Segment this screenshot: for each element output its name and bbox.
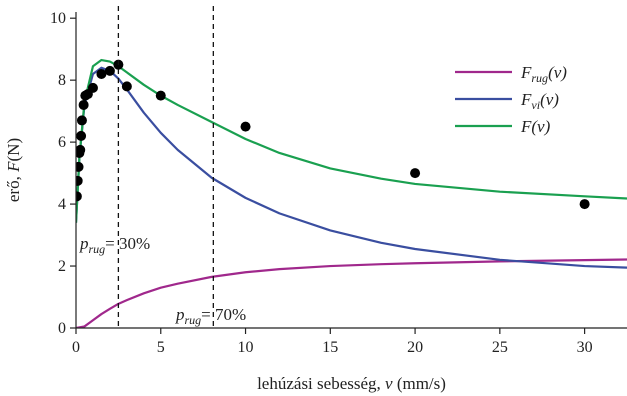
y-tick-label: 8 <box>58 72 66 89</box>
legend-label-main: F <box>520 117 532 136</box>
y-axis-label-unit: (N) <box>4 138 23 162</box>
threshold-label-sub: rug <box>89 242 106 256</box>
data-point <box>78 99 89 110</box>
threshold-label-rest: = 30% <box>105 234 150 253</box>
data-point <box>96 68 107 79</box>
y-axis-label-var: F <box>4 161 23 173</box>
series-line-3 <box>76 58 627 223</box>
legend-label-sub: vi <box>531 98 540 112</box>
data-point <box>76 144 86 155</box>
y-axis-label-text: erő, <box>4 172 23 202</box>
data-point <box>121 81 132 92</box>
legend-label-3: F(v) <box>520 117 551 136</box>
threshold-label-main: p <box>175 305 185 324</box>
legend-label-2: Fvi(v) <box>520 90 559 112</box>
x-tick-label: 25 <box>492 339 508 356</box>
x-tick-label: 0 <box>72 339 80 356</box>
threshold-label-main: p <box>79 234 89 253</box>
y-tick-label: 0 <box>58 320 66 337</box>
data-point <box>76 115 87 126</box>
series-line-2 <box>76 66 627 269</box>
x-axis-label-var: v <box>385 374 393 393</box>
plot-area <box>76 58 627 328</box>
legend-label-arg: (v) <box>540 90 559 109</box>
series-line-1 <box>76 258 627 328</box>
y-axis-label: erő, F(N) <box>4 138 23 202</box>
x-tick-label: 20 <box>407 339 423 356</box>
data-point <box>87 82 98 93</box>
threshold-label-rest: = 70% <box>201 305 246 324</box>
y-tick-label: 4 <box>58 196 66 213</box>
legend-label-sub: rug <box>531 71 548 85</box>
data-point <box>155 90 166 101</box>
data-point <box>76 161 84 172</box>
x-axis-label: lehúzási sebesség, v (mm/s) <box>257 374 446 393</box>
x-axis-label-unit: (mm/s) <box>393 374 446 393</box>
data-point <box>410 168 421 179</box>
data-point <box>579 199 590 210</box>
data-point <box>240 121 251 132</box>
legend-label-main: F <box>520 63 532 82</box>
annotations: prug= 30%prug= 70% <box>79 6 246 328</box>
threshold-label-sub: rug <box>185 313 202 327</box>
x-axis-label-text: lehúzási sebesség, <box>257 374 385 393</box>
legend-label-arg: (v) <box>531 117 550 136</box>
x-tick-label: 15 <box>322 339 338 356</box>
x-tick-label: 30 <box>577 339 593 356</box>
data-point <box>104 65 115 76</box>
axes: 0 5 10 15 20 25 30 0 2 4 6 8 10 lehúzási sebesség, v … <box>4 10 627 393</box>
legend-label-1: Frug(v) <box>520 63 567 85</box>
x-tick-label: 10 <box>238 339 254 356</box>
data-point <box>76 175 83 186</box>
y-tick-label: 6 <box>58 134 66 151</box>
y-tick-label: 2 <box>58 258 66 275</box>
legend: Frug(v)Fvi(v)F(v) <box>455 63 567 136</box>
threshold-label-2: prug= 70% <box>175 305 246 327</box>
threshold-label-1: prug= 30% <box>79 234 150 256</box>
y-tick-label: 10 <box>50 10 66 27</box>
x-tick-label: 5 <box>157 339 165 356</box>
data-point <box>76 130 87 141</box>
data-point <box>76 191 82 202</box>
legend-label-main: F <box>520 90 532 109</box>
legend-label-arg: (v) <box>548 63 567 82</box>
